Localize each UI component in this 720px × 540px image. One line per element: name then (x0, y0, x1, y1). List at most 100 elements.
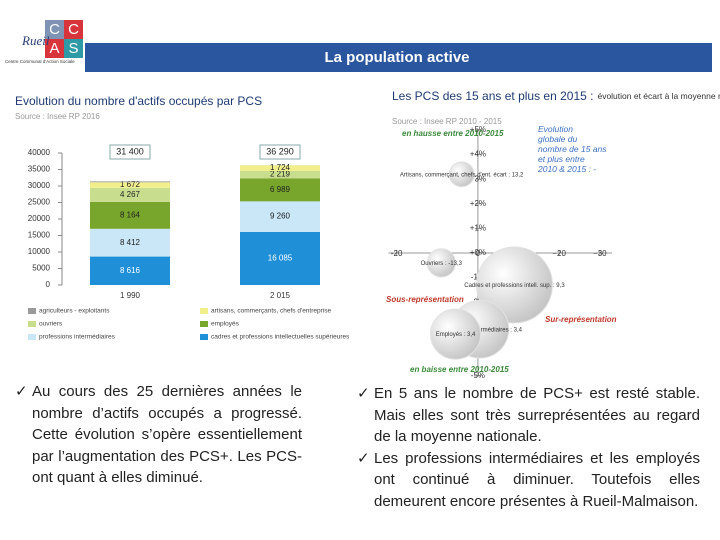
x-tick-label: −30 (593, 249, 607, 258)
legend-label: professions intermédiaires (39, 334, 116, 341)
data-label: 9 260 (270, 212, 291, 221)
bubble-label-text: Cadres et professions intell. sup. : 9,3 (464, 283, 565, 289)
bar-segment (240, 165, 320, 171)
y-tick-label: 30000 (28, 181, 51, 190)
x-tick-label: 1 990 (120, 291, 141, 300)
data-label: 16 085 (268, 254, 293, 263)
legend-swatch (28, 321, 36, 327)
legend-swatch (200, 334, 208, 340)
data-label: 8 616 (120, 266, 141, 275)
total-label: 31 400 (116, 146, 144, 156)
list-item: ✓ En 5 ans le nombre de PCS+ est resté st… (357, 383, 700, 448)
data-label: 1 724 (270, 163, 291, 172)
y-tick-label: +1% (470, 224, 486, 233)
bar-segment (240, 231, 320, 285)
bubble-label-text: Ouvriers : -13,3 (421, 260, 463, 266)
chart-title: Evolution du nombre d'actifs occupés par… (15, 94, 262, 108)
y-tick-label: 25000 (28, 198, 51, 207)
chart-title-suffix: évolution et écart à la moyenne national… (597, 91, 720, 101)
annotation: Sur-représentation (545, 315, 617, 324)
logo-box (45, 20, 64, 39)
bar-segment (90, 256, 170, 285)
check-icon: ✓ (357, 385, 370, 402)
logo-letter: S (68, 40, 78, 57)
x-tick-label: −20 (552, 249, 566, 258)
legend-swatch (200, 308, 208, 314)
bubble-label: Artisans, commerçant, chefs d'ent. écart… (400, 172, 524, 178)
chart-title: Les PCS des 15 ans et plus en 2015 : évol… (392, 89, 720, 103)
bar-segment (90, 187, 170, 202)
legend-label: artisans, commerçants, chefs d'entrepris… (211, 308, 331, 315)
chart-source: Source : Insee RP 2010 - 2015 (392, 117, 502, 126)
bubble-label: Employés : 3,4 (436, 332, 476, 338)
bubble-label: Ouvriers : -13,3 (421, 260, 463, 266)
logo-letter: C (68, 21, 79, 38)
bar-segment (240, 201, 320, 232)
y-tick-label: 10000 (28, 247, 51, 256)
logo-box (64, 39, 83, 58)
data-label: 8 412 (120, 238, 141, 247)
data-label: 8 164 (120, 210, 141, 219)
annotation: en hausse entre 2010-2015 (402, 129, 504, 138)
y-tick-label: +3% (470, 174, 486, 183)
data-label: 2 219 (270, 170, 291, 179)
bar-segment (90, 181, 170, 183)
item-text: Les professions intermédiaires et les em… (374, 449, 700, 510)
banner-title: La population active (324, 49, 469, 66)
right-list: ✓ En 5 ans le nombre de PCS+ est resté st… (357, 383, 700, 512)
y-tick-label: -5% (471, 371, 485, 380)
legend-swatch (28, 308, 36, 314)
paragraph-text: Au cours des 25 dernières années le nomb… (32, 383, 302, 486)
annotation-line: nombre de 15 ans (538, 144, 609, 154)
bubble-label-text: Employés : 3,4 (436, 332, 476, 338)
legend-swatch (28, 334, 36, 340)
legend-label: employés (211, 321, 240, 328)
chart-source: Source : Insee RP 2016 (15, 112, 100, 121)
bubble (448, 161, 475, 188)
annotation-line: 2010 & 2015 : - (537, 164, 596, 174)
annotation: en baisse entre 2010-2015 (410, 365, 509, 374)
annotation-line: et plus entre (538, 154, 587, 164)
y-tick-label: 20000 (28, 214, 51, 223)
left-paragraph: ✓ Au cours des 25 dernières années le nom… (15, 381, 302, 489)
bar-segment (240, 170, 320, 179)
bubble (430, 308, 482, 360)
bar-segment (90, 228, 170, 257)
chart-title-main: Les PCS des 15 ans et plus en 2015 : (392, 89, 593, 103)
legend-label: ouvriers (39, 321, 63, 328)
check-icon: ✓ (357, 449, 370, 467)
annotation: Sous-représentation (386, 295, 464, 304)
y-tick-label: 5000 (32, 264, 50, 273)
logo-letter: A (49, 40, 59, 57)
logo-caption: Centre Communal d'Action Sociale (5, 59, 75, 64)
check-icon: ✓ (15, 383, 28, 400)
bubble-chart: -200−10−20−30+5%+4%+3%+2%+1%+0%-1%-2%-3%… (386, 124, 617, 380)
bubble (475, 246, 553, 324)
y-tick-label: 0 (46, 280, 51, 289)
bubble-label: Cadres et professions intell. sup. : 9,3 (464, 283, 565, 289)
logo-box (64, 20, 83, 39)
logo-town: Rueil (21, 33, 50, 48)
logo-letter: C (49, 21, 60, 38)
legend-label: cadres et professions intellectuelles su… (211, 334, 350, 341)
total-box (259, 144, 301, 160)
bar-segment (240, 178, 320, 202)
y-tick-label: +4% (470, 150, 486, 159)
bar-segment (90, 182, 170, 188)
y-tick-label: +2% (470, 199, 486, 208)
bar-segment (90, 201, 170, 229)
banner-bar (85, 43, 712, 72)
bubble (426, 248, 456, 278)
annotation-line: globale du (538, 134, 580, 144)
data-label: 6 989 (270, 185, 291, 194)
annotation: Evolution globale du nombre de 15 ans et… (537, 124, 609, 174)
y-tick-label: +0% (470, 248, 486, 257)
data-label: 1 672 (120, 180, 141, 189)
x-tick-label: 0 (476, 249, 481, 258)
y-tick-label: 15000 (28, 231, 51, 240)
logo-box (45, 39, 64, 58)
bubble-label-text: Artisans, commerçant, chefs d'ent. écart… (400, 172, 524, 178)
legend-label: agriculteurs - exploitants (39, 308, 110, 315)
